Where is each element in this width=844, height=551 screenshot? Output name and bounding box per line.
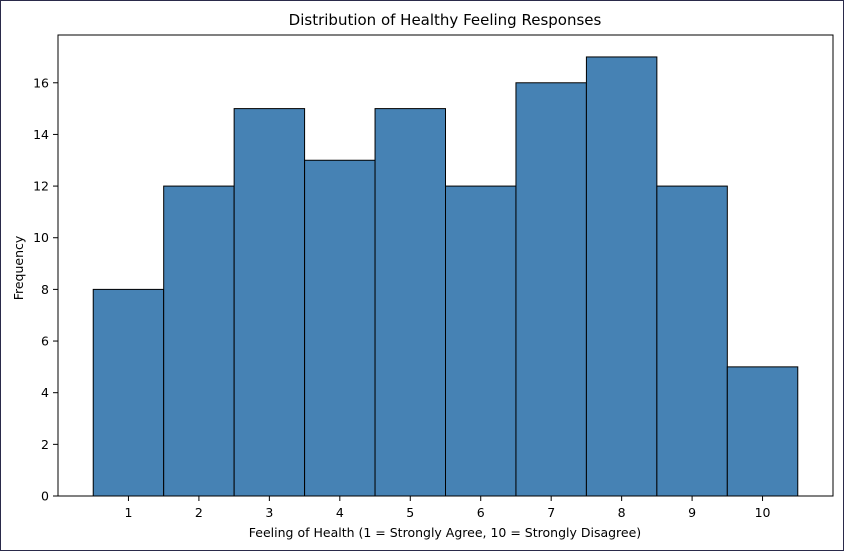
bar-6: [445, 185, 517, 497]
x-tick-label: 1: [124, 505, 132, 520]
bars-group: [92, 56, 799, 497]
bar-7: [515, 82, 587, 497]
chart-title: Distribution of Healthy Feeling Response…: [289, 11, 602, 29]
x-axis-ticks: 1 2 3 4 5 6 7 8 9 10: [124, 496, 771, 520]
x-tick-label: 10: [755, 505, 771, 520]
y-tick-label: 10: [33, 230, 49, 245]
x-tick-label: 5: [406, 505, 414, 520]
plot-area-border: [57, 34, 834, 497]
bar-4: [304, 159, 376, 497]
x-tick-label: 8: [618, 505, 626, 520]
y-tick-label: 0: [41, 489, 49, 504]
y-tick-label: 4: [41, 385, 49, 400]
x-tick-label: 7: [547, 505, 555, 520]
y-axis-label: Frequency: [11, 235, 26, 300]
x-tick-label: 9: [688, 505, 696, 520]
bar-2: [163, 185, 235, 497]
y-tick-label: 12: [33, 179, 49, 194]
x-tick-label: 4: [336, 505, 344, 520]
y-tick-label: 16: [33, 75, 49, 90]
bar-1: [92, 288, 165, 497]
x-tick-label: 6: [477, 505, 485, 520]
bar-8: [585, 56, 658, 497]
bar-10: [726, 366, 799, 497]
y-tick-label: 6: [41, 334, 49, 349]
x-tick-label: 2: [195, 505, 203, 520]
x-axis-label: Feeling of Health (1 = Strongly Agree, 1…: [249, 525, 641, 540]
x-tick-label: 3: [265, 505, 273, 520]
y-tick-label: 14: [33, 127, 49, 142]
y-axis-ticks: 0 2 4 6 8 10 12 14 16: [33, 75, 58, 504]
y-tick-label: 8: [41, 282, 49, 297]
bar-3: [233, 108, 306, 497]
bar-5: [374, 108, 446, 497]
bar-9: [656, 185, 728, 497]
y-tick-label: 2: [41, 437, 49, 452]
